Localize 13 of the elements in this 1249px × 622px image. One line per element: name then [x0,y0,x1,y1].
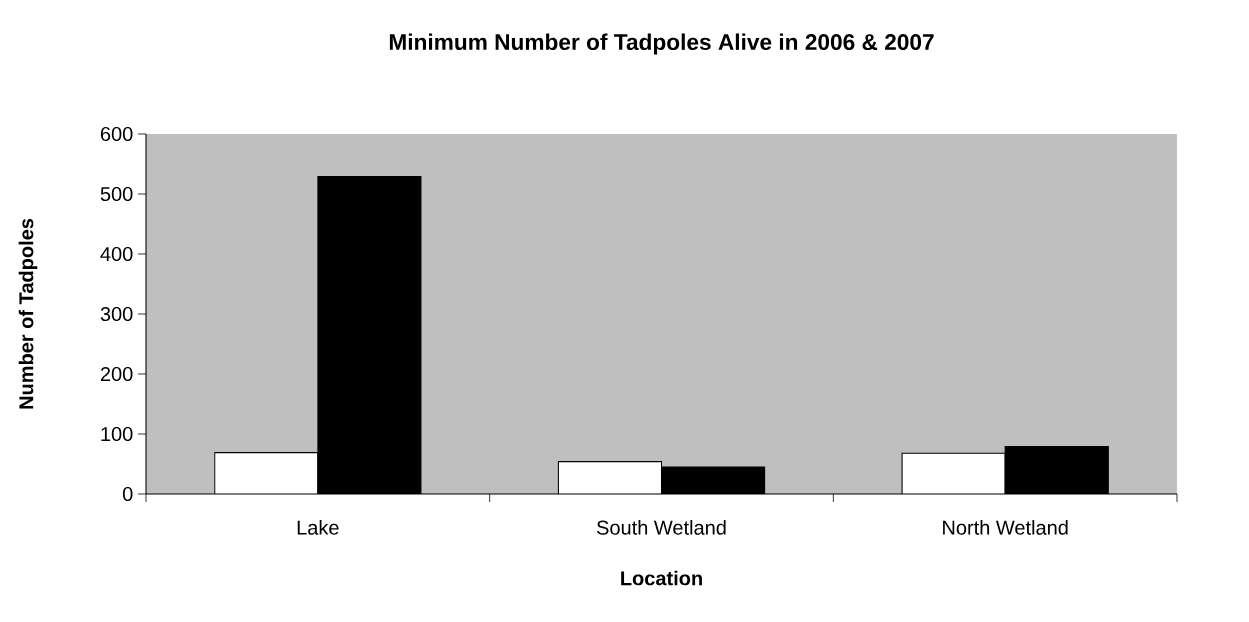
y-axis-title: Number of Tadpoles [18,218,38,409]
x-tick-label: South Wetland [596,520,726,535]
x-axis-title: Location [621,570,702,586]
y-tick-label: 300 [100,306,133,322]
y-tick-label: 500 [100,186,133,202]
y-tick-label: 100 [101,426,133,442]
x-tick-label: Lake [297,520,339,535]
y-tick-label: 600 [100,126,133,142]
x-tick-label: North Wetland [943,520,1068,535]
y-tick-label: 0 [122,486,133,502]
chart-title: Minimum Number of Tadpoles Alive in 2006 & 2007 [389,33,934,55]
y-tick-label: 400 [100,246,133,262]
y-tick-label: 200 [100,366,133,382]
